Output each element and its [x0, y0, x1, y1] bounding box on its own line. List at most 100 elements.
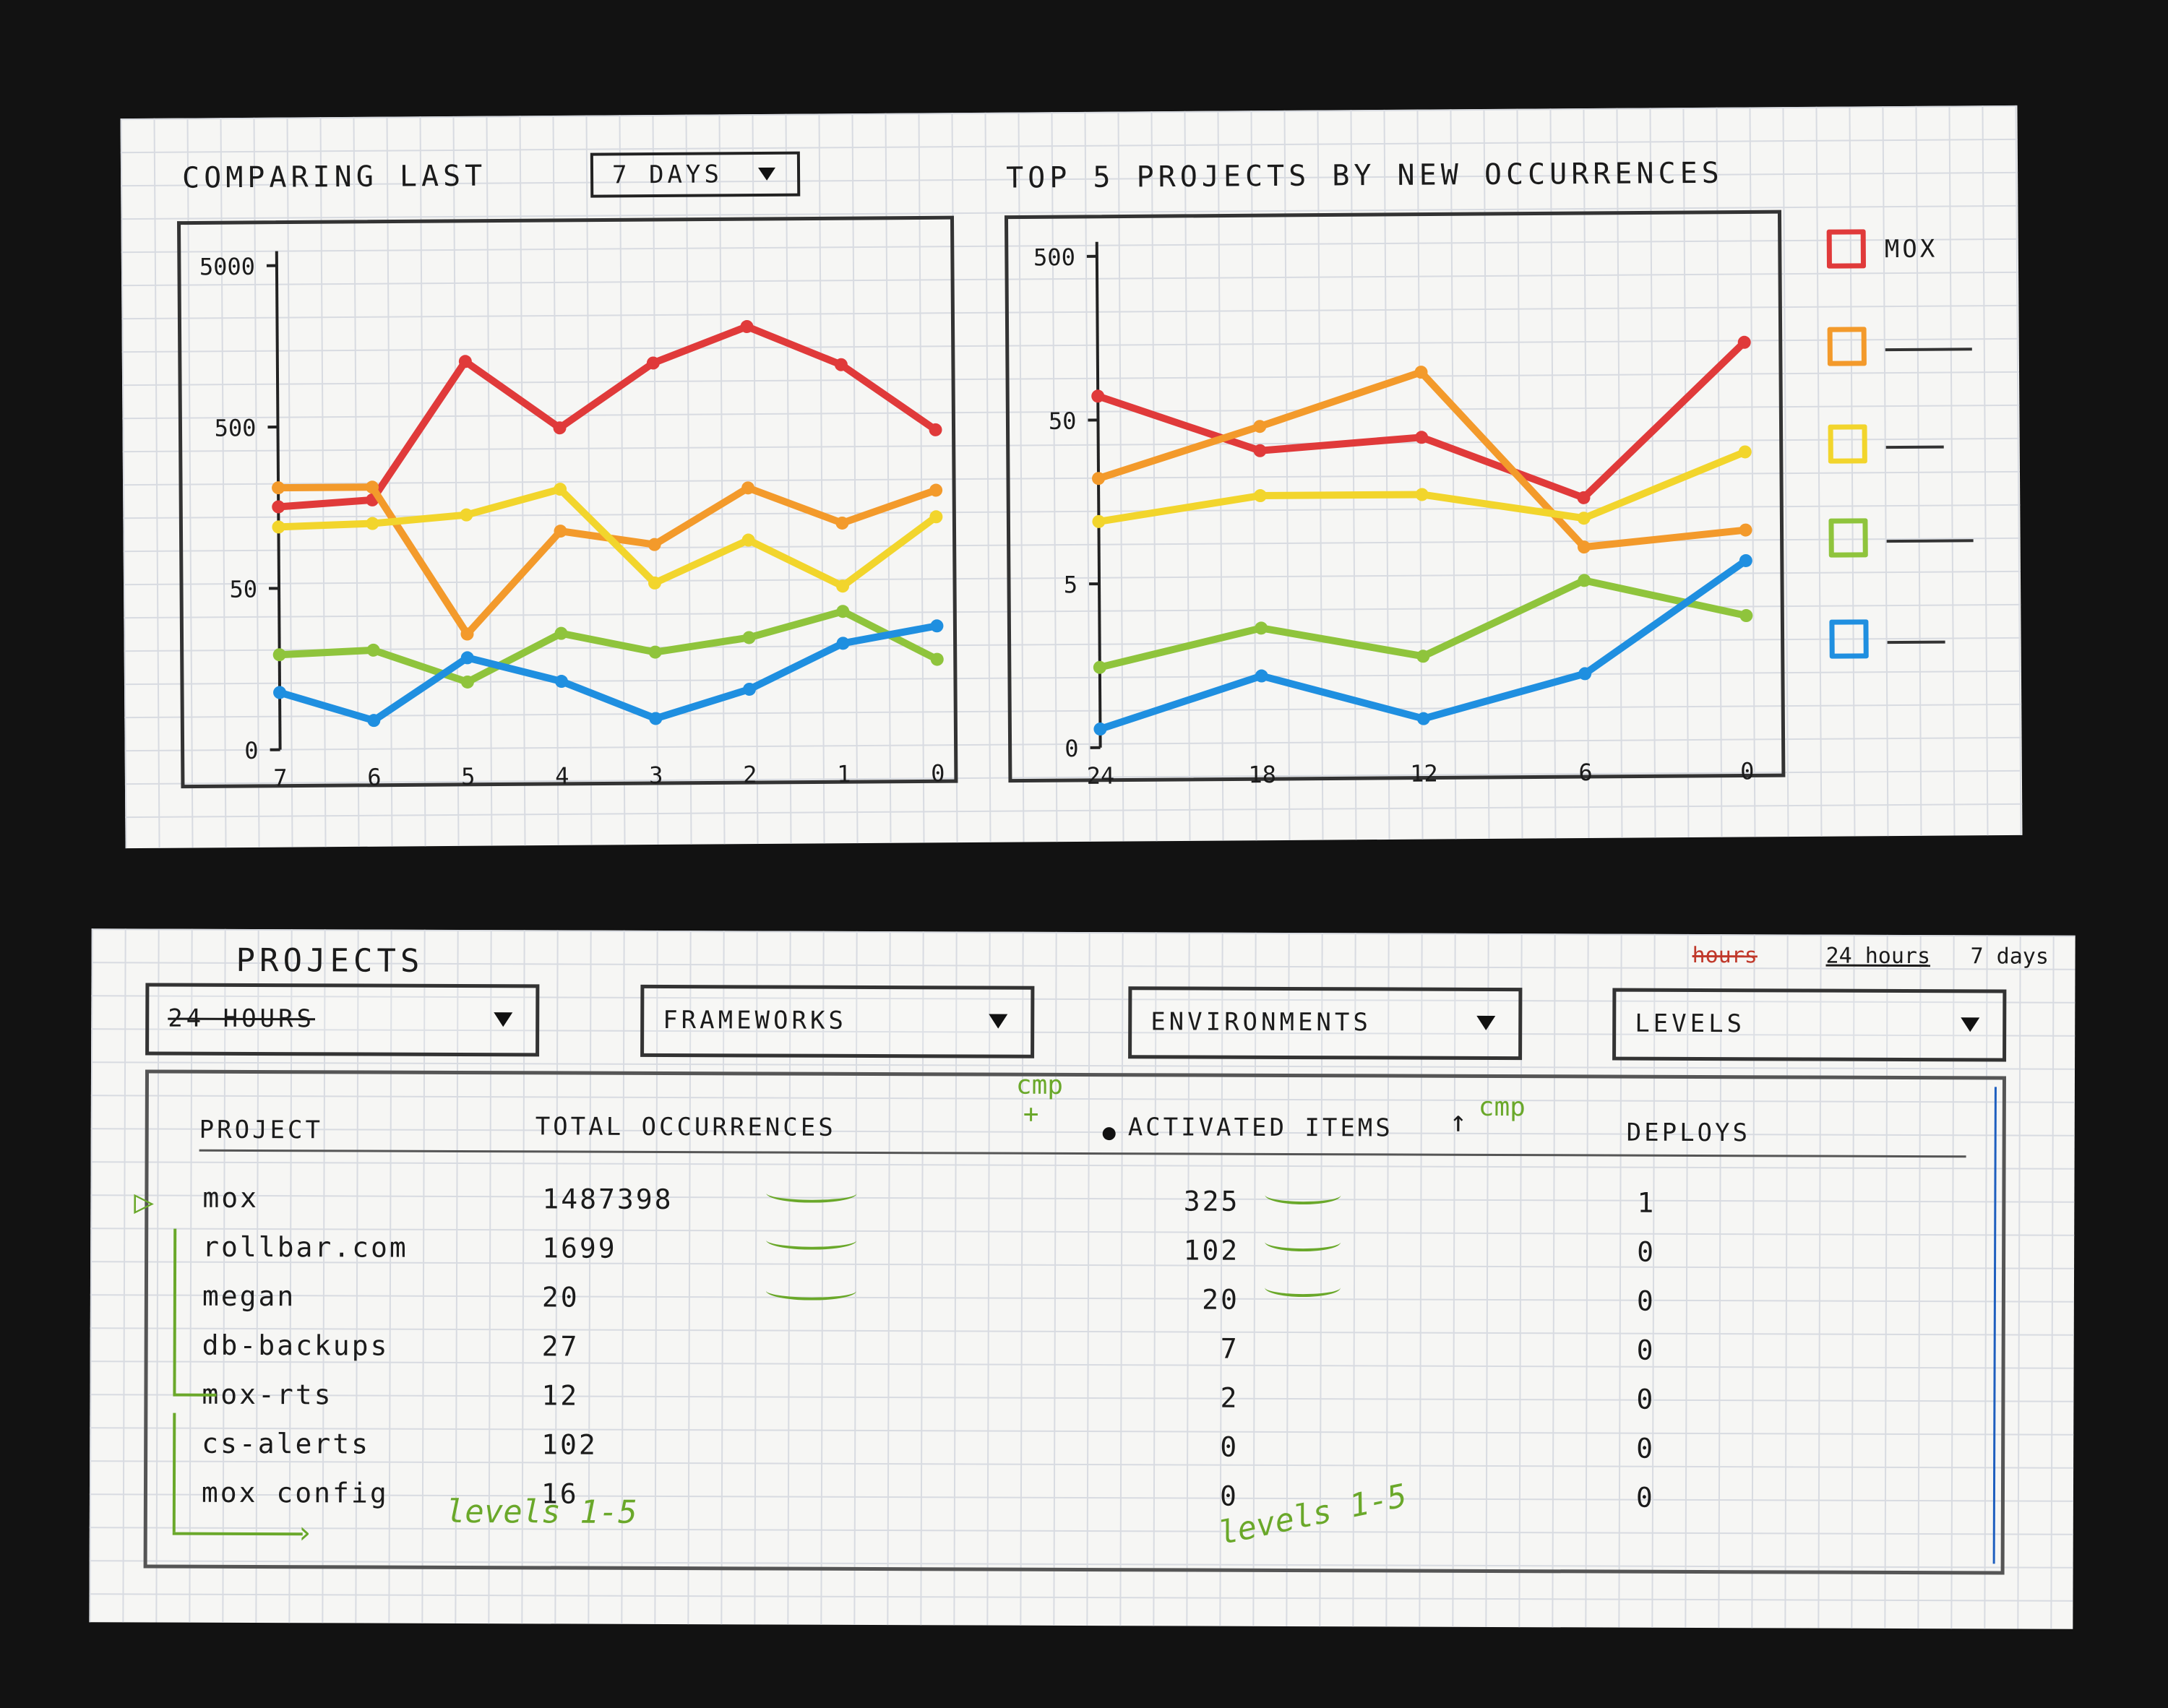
frameworks-filter[interactable]: FRAMEWORKS: [640, 984, 1035, 1058]
cell-activated-items: 20: [1202, 1283, 1239, 1316]
cell-total-occurrences: 27: [541, 1330, 580, 1363]
data-point: [458, 355, 472, 368]
cell-project[interactable]: rollbar.com: [202, 1230, 408, 1264]
data-point: [1253, 444, 1267, 457]
data-point: [741, 481, 755, 495]
cell-project[interactable]: megan: [202, 1280, 296, 1313]
data-point: [1092, 472, 1106, 486]
legend-swatch[interactable]: [1828, 518, 1868, 558]
bracket-line: [173, 1228, 177, 1395]
series-line-3: [275, 608, 941, 686]
data-point: [740, 320, 754, 334]
range-option-24h[interactable]: 24 hours: [1825, 943, 1931, 970]
data-point: [1738, 445, 1752, 459]
environments-filter[interactable]: ENVIRONMENTS: [1128, 986, 1523, 1061]
chart-legend: MOX: [121, 105, 2018, 659]
x-tick-label: 4: [555, 762, 569, 790]
sort-arrow-icon[interactable]: ↑: [1449, 1105, 1467, 1139]
legend-scribble: [1887, 626, 1945, 644]
sparkline: [766, 1183, 857, 1203]
series-line-2: [1095, 448, 1749, 525]
y-tick-label: 5000: [199, 253, 255, 281]
data-point: [366, 517, 379, 530]
cell-total-occurrences: 102: [541, 1428, 598, 1461]
series-line-0: [275, 323, 939, 511]
projects-title: PROJECTS: [236, 941, 424, 980]
projects-paper: PROJECTS hours 24 hours 7 days 24 HOURS …: [89, 928, 2075, 1629]
cell-deploys: 0: [1636, 1334, 1656, 1366]
cell-project[interactable]: mox config: [201, 1476, 389, 1509]
cell-project[interactable]: mox: [202, 1181, 259, 1215]
bracket-foot: [173, 1393, 217, 1397]
data-point: [836, 579, 850, 593]
col-deploys[interactable]: DEPLOYS: [1626, 1118, 1751, 1148]
data-point: [742, 631, 756, 644]
data-point: [1739, 553, 1752, 567]
cell-deploys: 0: [1636, 1285, 1656, 1317]
legend-swatch[interactable]: [1829, 619, 1869, 659]
y-tick-label: 0: [1064, 735, 1079, 762]
cell-deploys: 0: [1636, 1432, 1656, 1465]
col-project[interactable]: PROJECT: [199, 1115, 324, 1145]
cell-project[interactable]: db-backups: [202, 1329, 390, 1362]
environments-filter-label: ENVIRONMENTS: [1150, 1007, 1372, 1038]
data-point: [272, 520, 285, 534]
range-option-7d[interactable]: 7 days: [1970, 944, 2049, 970]
table-body: mox 1487398 325 1 rollbar.com 1699 102 0 megan 20…: [149, 1073, 2003, 1514]
range-dropdown[interactable]: 7 DAYS: [590, 151, 801, 198]
table-row[interactable]: rollbar.com 1699 102 0: [149, 1073, 2003, 1268]
table-row[interactable]: cs-alerts 102 0 0: [149, 1073, 2003, 1465]
chevron-down-icon: [494, 1012, 513, 1027]
scrollbar[interactable]: [1992, 1087, 1997, 1564]
levels-note-2: levels 1-5: [1215, 1477, 1411, 1553]
data-point: [1092, 514, 1106, 528]
data-point: [929, 483, 943, 497]
data-point: [834, 358, 848, 371]
data-point: [1578, 574, 1591, 587]
hours-filter[interactable]: 24 HOURS: [145, 983, 540, 1057]
legend-swatch[interactable]: [1827, 327, 1867, 366]
y-tick-label: 500: [215, 414, 257, 441]
table-row[interactable]: mox-rts 12 2 0: [149, 1073, 2003, 1415]
data-point: [553, 421, 567, 435]
legend-swatch[interactable]: [1828, 424, 1867, 464]
legend-label: MOX: [1884, 234, 1938, 264]
chevron-down-icon: [1476, 1015, 1496, 1030]
data-point: [366, 643, 380, 657]
data-point: [554, 525, 567, 538]
data-point: [930, 652, 944, 666]
data-point: [1416, 712, 1430, 725]
legend-swatch[interactable]: [1826, 229, 1867, 269]
legend-scribble: [1886, 525, 1974, 543]
table-row[interactable]: db-backups 27 7 0: [149, 1073, 2003, 1366]
series-line-4: [276, 622, 941, 725]
cell-project[interactable]: cs-alerts: [202, 1427, 371, 1460]
cell-deploys: 0: [1637, 1235, 1656, 1268]
levels-filter[interactable]: LEVELS: [1612, 988, 2007, 1062]
cell-project[interactable]: mox-rts: [202, 1378, 333, 1411]
range-dropdown-label: 7 DAYS: [611, 160, 723, 190]
data-point: [272, 648, 286, 662]
cell-activated-items: 2: [1220, 1381, 1239, 1414]
cell-deploys: 0: [1635, 1481, 1655, 1514]
sparkline: [766, 1230, 857, 1250]
y-tick-label: 50: [229, 576, 257, 603]
cell-activated-items: 102: [1183, 1234, 1240, 1267]
col-total-occurrences[interactable]: TOTAL OCCURRENCES: [535, 1112, 836, 1142]
cell-activated-items: 0: [1219, 1480, 1239, 1512]
data-point: [1416, 650, 1430, 663]
table-row[interactable]: mox 1487398 325 1: [149, 1073, 2003, 1219]
data-point: [460, 508, 473, 522]
sparkline: [765, 1281, 856, 1301]
table-row[interactable]: megan 20 20 0: [149, 1073, 2003, 1317]
data-point: [554, 626, 568, 640]
header-divider: [199, 1149, 1966, 1158]
y-tick-label: 50: [1049, 407, 1077, 435]
table-row[interactable]: mox config 16 0 0: [149, 1073, 2003, 1514]
data-point: [649, 712, 663, 725]
range-option-hours[interactable]: hours: [1692, 942, 1758, 969]
data-point: [1253, 420, 1267, 434]
legend-scribble: [1885, 431, 1944, 449]
x-tick-label: 2: [743, 761, 757, 788]
col-activated-items[interactable]: ACTIVATED ITEMS: [1127, 1113, 1393, 1143]
